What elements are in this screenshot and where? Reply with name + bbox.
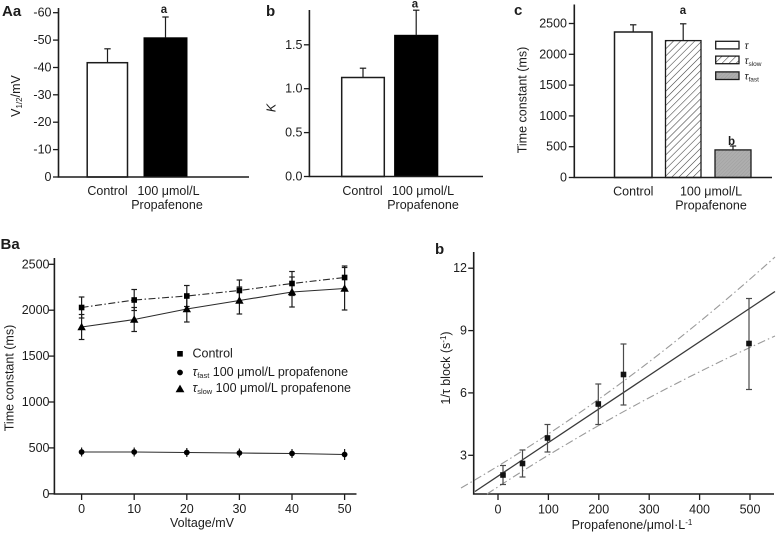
svg-text:100 μmol/L: 100 μmol/L xyxy=(137,184,199,198)
svg-text:500: 500 xyxy=(546,140,567,154)
svg-text:Aa: Aa xyxy=(2,3,22,20)
svg-text:Propafenone/μmol·L-1: Propafenone/μmol·L-1 xyxy=(572,518,693,532)
svg-text:0.0: 0.0 xyxy=(285,170,302,184)
svg-text:50: 50 xyxy=(338,502,352,516)
svg-text:b: b xyxy=(266,3,275,20)
svg-text:12: 12 xyxy=(453,261,467,275)
svg-text:1500: 1500 xyxy=(22,349,50,363)
svg-text:b: b xyxy=(435,241,444,258)
svg-text:300: 300 xyxy=(639,503,660,517)
svg-text:Ba: Ba xyxy=(1,236,21,253)
svg-text:1.5: 1.5 xyxy=(285,38,302,52)
svg-text:0: 0 xyxy=(78,502,85,516)
svg-text:-50: -50 xyxy=(33,33,51,47)
svg-text:3: 3 xyxy=(460,448,467,462)
svg-text:-60: -60 xyxy=(33,6,51,20)
svg-text:1/τ block (s-1): 1/τ block (s-1) xyxy=(439,331,453,404)
svg-text:40: 40 xyxy=(285,502,299,516)
svg-text:Control: Control xyxy=(87,184,127,198)
svg-text:100 μmol/L: 100 μmol/L xyxy=(680,185,742,199)
svg-text:Voltage/mV: Voltage/mV xyxy=(170,516,235,530)
svg-text:0: 0 xyxy=(560,171,567,185)
svg-text:20: 20 xyxy=(180,502,194,516)
svg-text:-40: -40 xyxy=(33,61,51,75)
svg-text:a: a xyxy=(680,5,687,17)
svg-text:K: K xyxy=(265,103,279,112)
svg-text:Propafenone: Propafenone xyxy=(131,198,203,212)
svg-text:-10: -10 xyxy=(33,143,51,157)
svg-text:τfast 100 μmol/L propafenone: τfast 100 μmol/L propafenone xyxy=(193,365,349,380)
svg-text:200: 200 xyxy=(588,503,609,517)
svg-text:τslow 100 μmol/L propafenone: τslow 100 μmol/L propafenone xyxy=(193,381,352,396)
svg-text:500: 500 xyxy=(29,441,50,455)
svg-text:c: c xyxy=(514,2,522,19)
svg-text:1.0: 1.0 xyxy=(285,82,302,96)
svg-text:Control: Control xyxy=(613,185,653,199)
svg-text:10: 10 xyxy=(127,502,141,516)
svg-text:1000: 1000 xyxy=(22,395,50,409)
svg-text:100 μmol/L: 100 μmol/L xyxy=(392,184,454,198)
svg-text:τ: τ xyxy=(745,40,750,52)
svg-text:V1/2/mV: V1/2/mV xyxy=(9,74,24,116)
svg-text:0: 0 xyxy=(43,487,50,501)
svg-text:Propafenone: Propafenone xyxy=(675,199,747,213)
svg-text:Propafenone: Propafenone xyxy=(387,198,459,212)
svg-text:a: a xyxy=(412,0,419,11)
svg-text:1000: 1000 xyxy=(539,109,567,123)
svg-text:-20: -20 xyxy=(33,115,51,129)
svg-text:Control: Control xyxy=(193,347,233,361)
svg-text:0: 0 xyxy=(495,503,502,517)
svg-text:400: 400 xyxy=(689,503,710,517)
svg-text:-30: -30 xyxy=(33,88,51,102)
svg-text:500: 500 xyxy=(740,503,761,517)
svg-text:1500: 1500 xyxy=(539,78,567,92)
svg-text:Time constant (ms): Time constant (ms) xyxy=(3,325,17,432)
svg-text:0: 0 xyxy=(45,170,52,184)
svg-text:2500: 2500 xyxy=(539,17,567,31)
svg-text:0.5: 0.5 xyxy=(285,126,302,140)
svg-text:2500: 2500 xyxy=(22,257,50,271)
svg-text:100: 100 xyxy=(538,503,559,517)
svg-text:Time constant (ms): Time constant (ms) xyxy=(516,47,530,154)
svg-text:6: 6 xyxy=(460,386,467,400)
svg-text:9: 9 xyxy=(460,324,467,338)
svg-text:2000: 2000 xyxy=(22,303,50,317)
svg-text:a: a xyxy=(161,4,168,16)
svg-text:b: b xyxy=(728,136,735,148)
svg-text:2000: 2000 xyxy=(539,47,567,61)
svg-text:Control: Control xyxy=(342,184,382,198)
svg-text:30: 30 xyxy=(232,502,246,516)
